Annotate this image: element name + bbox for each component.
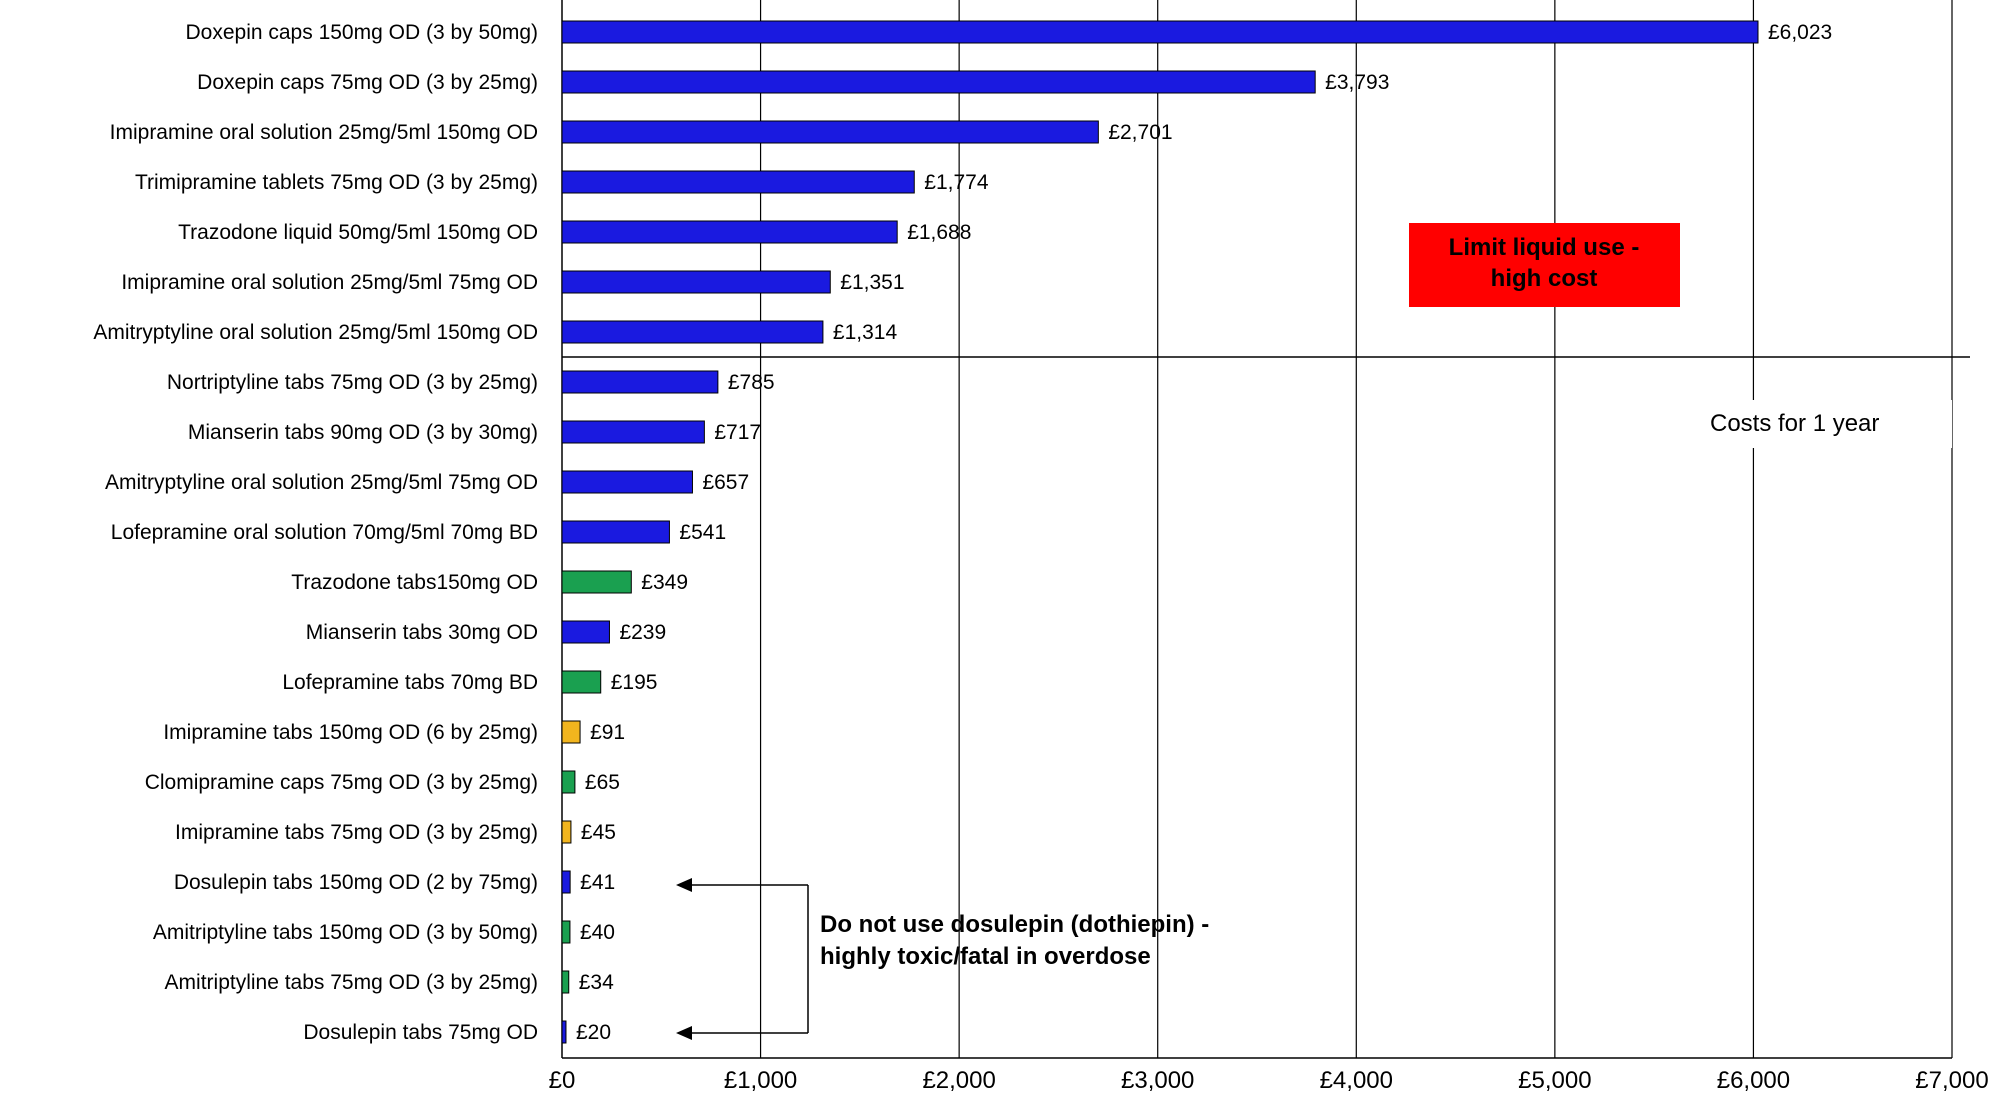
category-label: Lofepramine tabs 70mg BD: [282, 671, 538, 694]
value-label: £785: [728, 371, 775, 394]
x-tick-label: £0: [549, 1067, 576, 1094]
period-note-text: Costs for 1 year: [1710, 410, 1879, 437]
category-label: Doxepin caps 75mg OD (3 by 25mg): [197, 71, 538, 94]
dosulepin-note-line-1: Do not use dosulepin (dothiepin) -: [820, 911, 1209, 938]
bar: [561, 720, 581, 744]
dosulepin-note-line-2: highly toxic/fatal in overdose: [820, 943, 1151, 970]
bar: [561, 870, 571, 894]
value-label: £239: [619, 621, 666, 644]
bar: [561, 1020, 567, 1044]
value-label: £20: [576, 1021, 611, 1044]
bar: [561, 420, 705, 444]
category-label: Imipramine oral solution 25mg/5ml 150mg …: [110, 121, 538, 144]
category-label: Dosulepin tabs 150mg OD (2 by 75mg): [174, 871, 538, 894]
liquid-note-line-2: high cost: [1491, 265, 1598, 292]
value-labels: £6,023 £3,793 £2,701 £1,774 £1,688 £1,351 £1,3…: [576, 21, 1832, 1044]
category-label: Trazodone liquid 50mg/5ml 150mg OD: [178, 221, 538, 244]
bar: [561, 370, 719, 394]
bar: [561, 820, 572, 844]
category-label: Imipramine oral solution 25mg/5ml 75mg O…: [121, 271, 538, 294]
bars: [561, 20, 1759, 1044]
value-label: £717: [714, 421, 761, 444]
bar: [561, 220, 898, 244]
x-tick-label: £2,000: [922, 1067, 995, 1094]
bar: [561, 170, 915, 194]
value-label: £34: [579, 971, 614, 994]
value-label: £40: [580, 921, 615, 944]
x-tick-label: £1,000: [724, 1067, 797, 1094]
bar: [561, 770, 576, 794]
value-label: £1,688: [907, 221, 971, 244]
category-label: Imipramine tabs 150mg OD (6 by 25mg): [163, 721, 538, 744]
category-label: Nortriptyline tabs 75mg OD (3 by 25mg): [167, 371, 538, 394]
bar: [561, 270, 831, 294]
category-label: Doxepin caps 150mg OD (3 by 50mg): [186, 21, 539, 44]
category-label: Dosulepin tabs 75mg OD: [303, 1021, 538, 1044]
bar: [561, 920, 571, 944]
value-label: £1,351: [840, 271, 904, 294]
bar: [561, 570, 632, 594]
period-note-backdrop: [1690, 400, 1952, 448]
value-label: £349: [641, 571, 688, 594]
category-label: Amitriptyline tabs 75mg OD (3 by 25mg): [165, 971, 538, 994]
value-label: £2,701: [1108, 121, 1172, 144]
bar: [561, 520, 670, 544]
arrowhead-top: [676, 878, 692, 892]
value-label: £195: [611, 671, 658, 694]
value-label: £657: [702, 471, 749, 494]
x-tick-label: £6,000: [1717, 1067, 1790, 1094]
category-labels: Doxepin caps 150mg OD (3 by 50mg) Doxepin…: [93, 21, 538, 1044]
gridlines: [561, 0, 1953, 1059]
bar: [561, 670, 602, 694]
period-note: Costs for 1 year: [1690, 400, 1952, 448]
category-label: Lofepramine oral solution 70mg/5ml 70mg …: [111, 521, 538, 544]
category-label: Trimipramine tablets 75mg OD (3 by 25mg): [135, 171, 538, 194]
x-tick-label: £7,000: [1915, 1067, 1988, 1094]
category-label: Trazodone tabs150mg OD: [291, 571, 538, 594]
bar: [561, 120, 1099, 144]
value-label: £6,023: [1768, 21, 1832, 44]
x-tick-label: £3,000: [1121, 1067, 1194, 1094]
x-tick-label: £4,000: [1320, 1067, 1393, 1094]
value-label: £1,774: [924, 171, 989, 194]
x-axis-ticks: £0 £1,000 £2,000 £3,000 £4,000 £5,000 £6,000 £7…: [549, 1067, 1989, 1094]
liquid-cost-note: Limit liquid use - high cost: [1409, 223, 1680, 307]
category-label: Mianserin tabs 30mg OD: [306, 621, 538, 644]
liquid-alert-box: [1409, 223, 1680, 307]
bar: [561, 20, 1759, 44]
value-label: £65: [585, 771, 620, 794]
x-tick-label: £5,000: [1518, 1067, 1591, 1094]
value-label: £541: [679, 521, 726, 544]
value-label: £45: [581, 821, 616, 844]
category-label: Imipramine tabs 75mg OD (3 by 25mg): [175, 821, 538, 844]
bar: [561, 70, 1316, 94]
category-label: Amitriptyline tabs 150mg OD (3 by 50mg): [153, 921, 538, 944]
category-label: Amitryptyline oral solution 25mg/5ml 75m…: [105, 471, 538, 494]
arrowhead-bottom: [676, 1026, 692, 1040]
value-label: £41: [580, 871, 615, 894]
bar: [561, 320, 824, 344]
value-label: £91: [590, 721, 625, 744]
liquid-note-line-1: Limit liquid use -: [1449, 234, 1640, 261]
value-label: £3,793: [1325, 71, 1389, 94]
bar: [561, 620, 610, 644]
category-label: Clomipramine caps 75mg OD (3 by 25mg): [145, 771, 538, 794]
dosulepin-warning: Do not use dosulepin (dothiepin) - highl…: [676, 878, 1209, 1040]
bar: [561, 970, 570, 994]
value-label: £1,314: [833, 321, 898, 344]
category-label: Mianserin tabs 90mg OD (3 by 30mg): [188, 421, 538, 444]
bar: [561, 470, 693, 494]
category-label: Amitryptyline oral solution 25mg/5ml 150…: [93, 321, 538, 344]
